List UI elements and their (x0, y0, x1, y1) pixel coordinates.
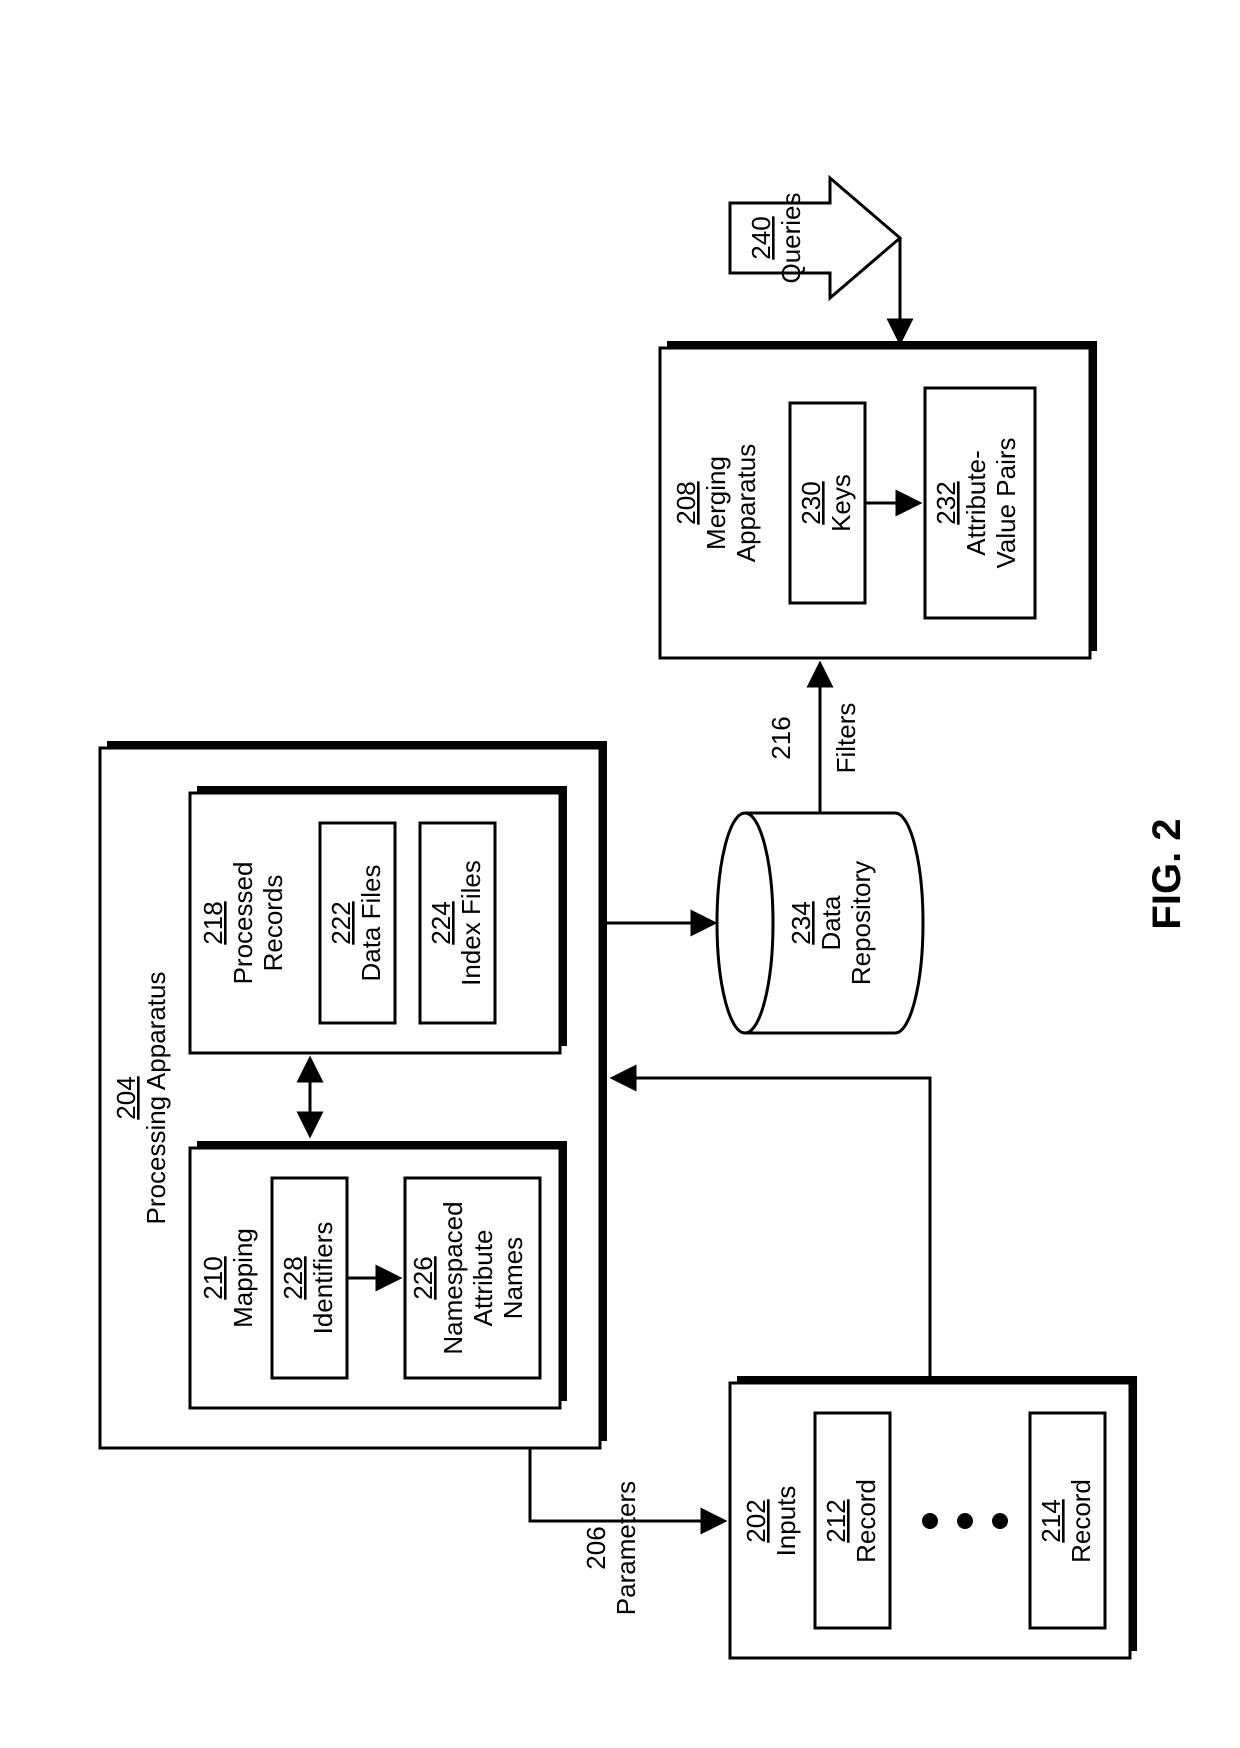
ellipsis-dot (922, 1513, 938, 1529)
avpairs-num: 232 (931, 481, 961, 524)
svg-text:232: 232 (931, 481, 961, 524)
avpairs-label-1: Value Pairs (991, 437, 1021, 568)
datafiles-label: Data Files (356, 864, 386, 981)
filters-num: 216 (766, 716, 796, 759)
mapping-num: 210 (198, 1256, 228, 1299)
svg-text:228: 228 (278, 1256, 308, 1299)
processed-num: 218 (198, 901, 228, 944)
merging-box: 208 Merging Apparatus 230 Keys 232 Attri… (660, 341, 1097, 658)
merging-label-0: Merging (701, 456, 731, 550)
svg-text:208: 208 (671, 481, 701, 524)
processed-label-1: Records (258, 875, 288, 972)
svg-text:224: 224 (426, 901, 456, 944)
figure-label: FIG. 2 (1145, 818, 1189, 929)
repository-label-1: Repository (846, 861, 876, 985)
processing-box: 204 Processing Apparatus 210 Mapping 228… (100, 741, 607, 1448)
arrow-filters: 216 Filters (766, 665, 861, 813)
arrow-parameters: 206 Parameters (530, 1448, 723, 1615)
svg-text:202: 202 (741, 1499, 771, 1542)
repository-num: 234 (786, 901, 816, 944)
parameters-label: Parameters (611, 1481, 641, 1615)
svg-text:218: 218 (198, 901, 228, 944)
keys-label: Keys (826, 474, 856, 532)
record1-num: 212 (821, 1499, 851, 1542)
svg-text:230: 230 (796, 481, 826, 524)
inputs-num: 202 (741, 1499, 771, 1542)
repository-cylinder: 234 Data Repository (717, 813, 923, 1033)
identifiers-label: Identifiers (308, 1222, 338, 1335)
queries-label: Queries (776, 192, 806, 283)
svg-text:234: 234 (786, 901, 816, 944)
namespaced-label-1: Attribute (468, 1230, 498, 1327)
queries-num: 240 (746, 216, 776, 259)
repository-label-0: Data (816, 895, 846, 950)
svg-text:226: 226 (408, 1256, 438, 1299)
ellipsis-dot (957, 1513, 973, 1529)
svg-text:204: 204 (111, 1076, 141, 1119)
record2-label: Record (1066, 1479, 1096, 1563)
identifiers-num: 228 (278, 1256, 308, 1299)
mapping-box: 210 Mapping 228 Identifiers 226 Namespac… (190, 1141, 567, 1408)
svg-text:212: 212 (821, 1499, 851, 1542)
svg-text:216: 216 (766, 716, 796, 759)
svg-text:206: 206 (581, 1526, 611, 1569)
queries-arrow: 240 Queries (730, 178, 900, 341)
parameters-num: 206 (581, 1526, 611, 1569)
diagram-canvas: 202 Inputs 212 Record 214 Record 204 Pro… (0, 0, 1240, 1748)
indexfiles-num: 224 (426, 901, 456, 944)
processed-box: 218 Processed Records 222 Data Files 224… (190, 786, 567, 1053)
namespaced-label-0: Namespaced (438, 1201, 468, 1354)
namespaced-num: 226 (408, 1256, 438, 1299)
svg-text:240: 240 (746, 216, 776, 259)
ellipsis-dot (992, 1513, 1008, 1529)
svg-text:222: 222 (326, 901, 356, 944)
arrow-inputs-processing (614, 1078, 930, 1383)
namespaced-label-2: Names (498, 1237, 528, 1319)
svg-text:214: 214 (1036, 1499, 1066, 1542)
filters-label: Filters (831, 703, 861, 774)
keys-num: 230 (796, 481, 826, 524)
record1-label: Record (851, 1479, 881, 1563)
svg-text:210: 210 (198, 1256, 228, 1299)
avpairs-label-0: Attribute- (961, 450, 991, 556)
merging-label-1: Apparatus (731, 444, 761, 563)
inputs-label: Inputs (771, 1486, 801, 1557)
datafiles-num: 222 (326, 901, 356, 944)
processed-label-0: Processed (228, 862, 258, 985)
record2-num: 214 (1036, 1499, 1066, 1542)
processing-label: Processing Apparatus (141, 972, 171, 1225)
indexfiles-label: Index Files (456, 860, 486, 986)
inputs-box: 202 Inputs 212 Record 214 Record (730, 1376, 1137, 1658)
merging-num: 208 (671, 481, 701, 524)
processing-num: 204 (111, 1076, 141, 1119)
mapping-label: Mapping (228, 1228, 258, 1328)
